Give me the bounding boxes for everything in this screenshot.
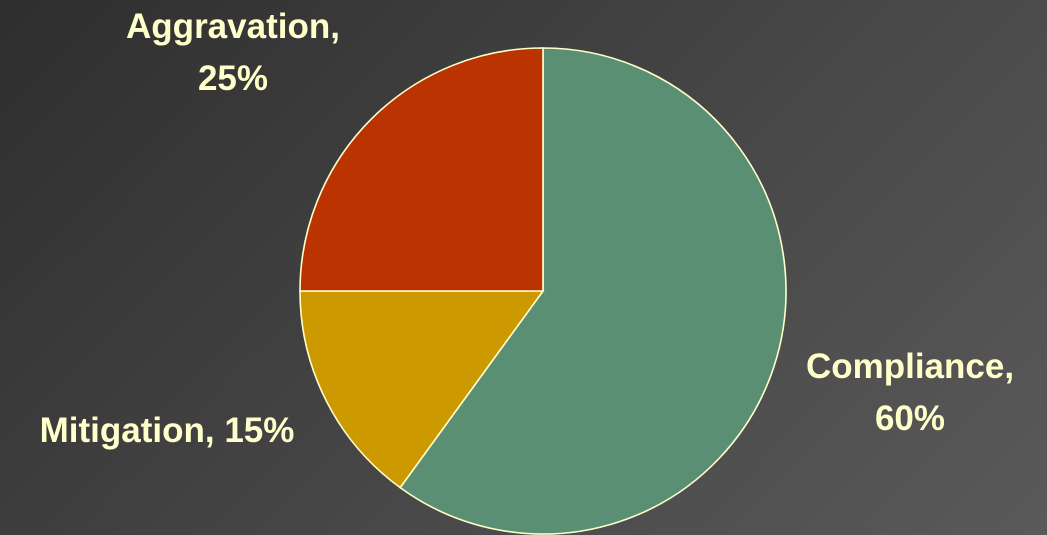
pie-slice-aggravation	[299, 47, 544, 292]
slice-label-line: Compliance,	[806, 347, 1014, 386]
slice-labels: Compliance, 60% Mitigation, 15% Aggravation…	[40, 7, 1014, 450]
pie-slice-compliance	[399, 47, 787, 535]
slice-label-compliance: Compliance, 60%	[806, 347, 1014, 438]
pie-slice-mitigation	[299, 290, 545, 489]
slice-label-mitigation: Mitigation, 15%	[40, 411, 295, 450]
slice-label-line: 25%	[198, 59, 268, 98]
slice-label-line: 60%	[875, 399, 945, 438]
slice-label-aggravation: Aggravation, 25%	[126, 7, 340, 98]
slice-label-line: Mitigation, 15%	[40, 411, 295, 450]
slice-label-line: Aggravation,	[126, 7, 340, 46]
pie-slices	[299, 47, 787, 535]
